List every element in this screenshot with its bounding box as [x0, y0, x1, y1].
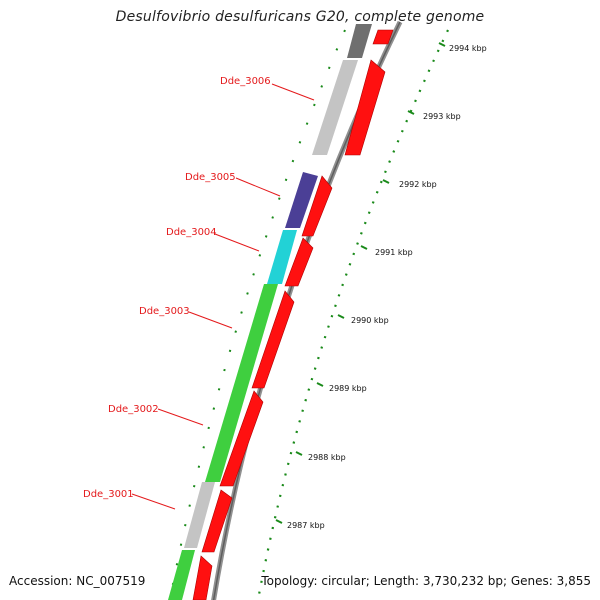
dark-gene	[347, 24, 372, 58]
cyan-gene	[267, 230, 297, 284]
ruler-tick	[382, 179, 390, 184]
ruler-arc	[256, 29, 449, 600]
ruler-tick	[438, 42, 446, 47]
red-gene	[301, 175, 333, 237]
leader-line	[131, 493, 176, 510]
ruler-tick	[295, 451, 303, 456]
leader-line	[157, 408, 204, 426]
leader-line	[235, 177, 281, 197]
ruler-label: 2987 kbp	[287, 521, 325, 530]
ruler-tick	[275, 519, 283, 524]
red-gene	[344, 59, 386, 156]
ruler-tick	[407, 110, 415, 115]
red-gene	[201, 489, 233, 553]
ruler-label: 2993 kbp	[423, 112, 461, 121]
ruler-ticks	[275, 42, 446, 524]
red-gene	[372, 29, 394, 45]
ruler-label: 2992 kbp	[399, 180, 437, 189]
red-gene	[284, 237, 314, 287]
gene-label: Dde_3003	[139, 306, 190, 317]
forward-genes	[192, 29, 394, 600]
ruler-label: 2989 kbp	[329, 384, 367, 393]
ruler-label: 2990 kbp	[351, 316, 389, 325]
gene-label: Dde_3004	[166, 227, 217, 238]
ruler-tick	[337, 314, 345, 319]
gray-gene	[312, 60, 358, 155]
gene-label: Dde_3002	[108, 404, 159, 415]
map-title: Desulfovibrio desulfuricans G20, complet…	[115, 9, 485, 25]
gene-label: Dde_3005	[185, 172, 236, 183]
ruler-label: 2988 kbp	[308, 453, 346, 462]
ruler-labels: 2994 kbp 2993 kbp 2992 kbp 2991 kbp 2990…	[287, 44, 487, 530]
leader-line	[214, 233, 260, 252]
ruler-tick	[316, 382, 324, 387]
genome-summary-text: Topology: circular; Length: 3,730,232 bp…	[261, 574, 591, 588]
purple-gene	[285, 172, 318, 228]
reverse-genes	[168, 24, 372, 600]
gene-label: Dde_3001	[83, 489, 134, 500]
gray-gene	[184, 482, 215, 548]
leader-lines	[131, 83, 315, 510]
accession-text: Accession: NC_007519	[9, 574, 146, 588]
gene-label: Dde_3006	[220, 76, 271, 87]
red-gene	[192, 555, 213, 600]
ruler-tick	[360, 245, 368, 250]
green-gene	[168, 550, 195, 600]
gene-labels: Dde_3006 Dde_3005 Dde_3004 Dde_3003 Dde_…	[83, 76, 271, 500]
red-gene	[251, 290, 295, 389]
leader-line	[271, 83, 315, 101]
ruler-label: 2991 kbp	[375, 248, 413, 257]
ruler-label: 2994 kbp	[449, 44, 487, 53]
leader-line	[188, 311, 233, 329]
green-gene	[205, 284, 278, 482]
red-gene	[219, 390, 264, 487]
